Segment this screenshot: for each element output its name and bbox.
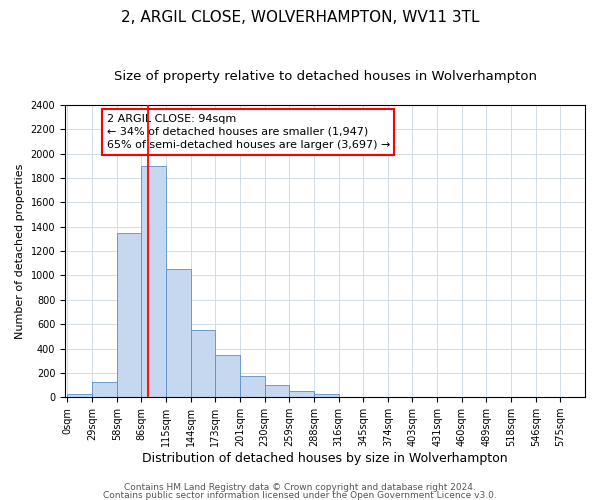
Bar (240, 376, 265, 397)
Bar (215, 354, 240, 397)
Y-axis label: Number of detached properties: Number of detached properties (15, 164, 25, 339)
Bar (67, 394, 92, 397)
X-axis label: Distribution of detached houses by size in Wolverhampton: Distribution of detached houses by size … (142, 452, 508, 465)
Bar (117, 233, 142, 397)
Bar (289, 391, 314, 397)
Bar (191, 330, 215, 397)
Text: 2, ARGIL CLOSE, WOLVERHAMPTON, WV11 3TL: 2, ARGIL CLOSE, WOLVERHAMPTON, WV11 3TL (121, 10, 479, 25)
Text: Contains HM Land Registry data © Crown copyright and database right 2024.: Contains HM Land Registry data © Crown c… (124, 484, 476, 492)
Bar (92, 382, 117, 397)
Bar (142, 166, 166, 397)
Title: Size of property relative to detached houses in Wolverhampton: Size of property relative to detached ho… (113, 70, 536, 83)
Bar (314, 394, 338, 397)
Text: 2 ARGIL CLOSE: 94sqm
← 34% of detached houses are smaller (1,947)
65% of semi-de: 2 ARGIL CLOSE: 94sqm ← 34% of detached h… (107, 114, 390, 150)
Bar (265, 385, 289, 397)
Bar (166, 270, 191, 397)
Text: Contains public sector information licensed under the Open Government Licence v3: Contains public sector information licen… (103, 490, 497, 500)
